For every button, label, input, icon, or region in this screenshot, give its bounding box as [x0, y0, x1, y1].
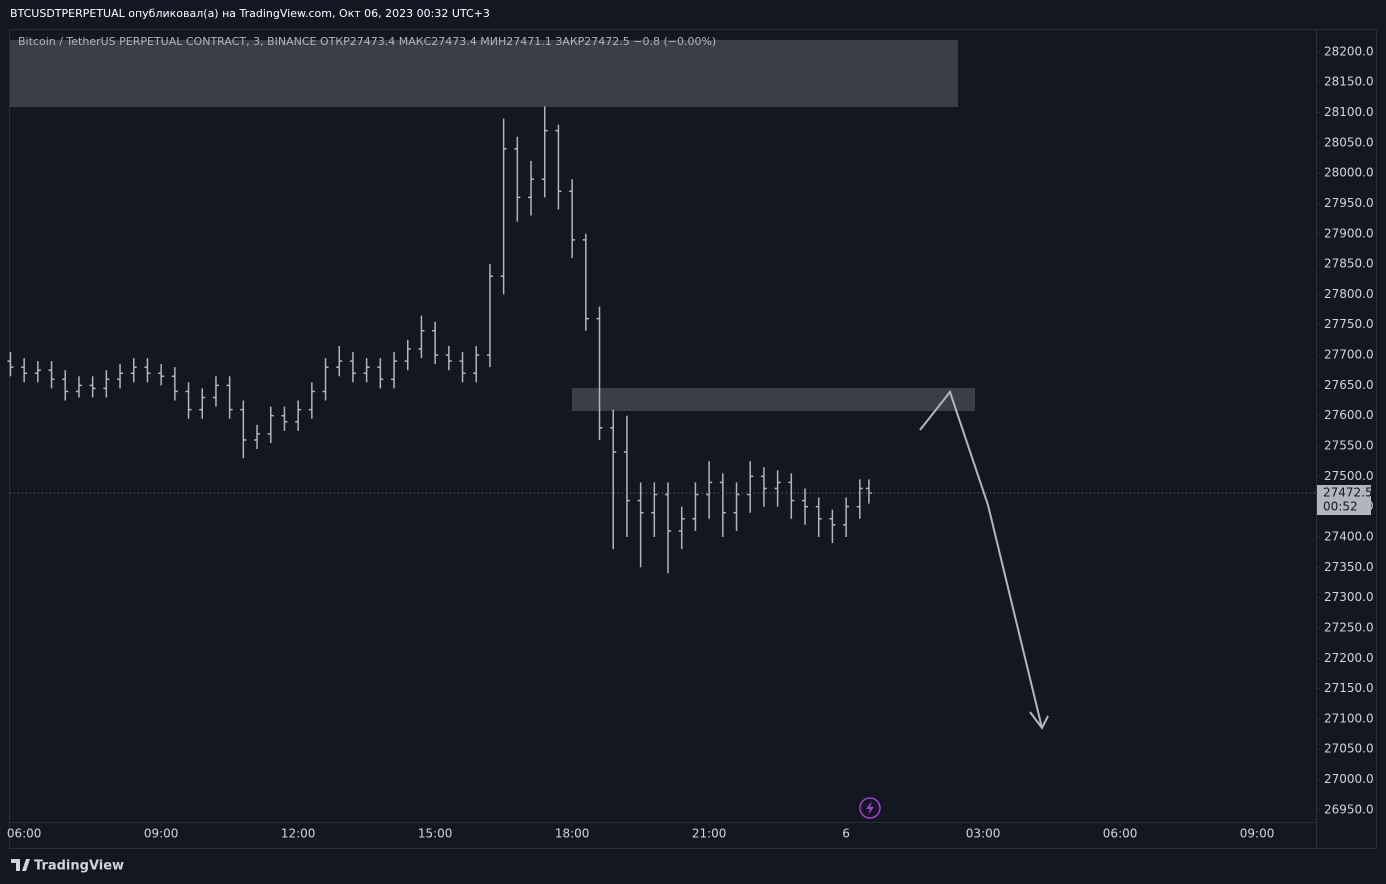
y-tick-label: 27050.0: [1324, 742, 1374, 756]
x-tick-label: 03:00: [966, 827, 1001, 841]
projection-arrow: [919, 389, 1043, 729]
y-tick-label: 27300.0: [1324, 590, 1374, 604]
last-price-box: [1317, 485, 1371, 516]
y-tick-label: 27800.0: [1324, 287, 1374, 301]
y-tick-label: 27700.0: [1324, 348, 1374, 362]
x-tick-label: 09:00: [1240, 827, 1275, 841]
y-tick-label: 27250.0: [1324, 620, 1374, 634]
y-tick-label: 28200.0: [1324, 44, 1374, 58]
y-tick-label: 27500.0: [1324, 469, 1374, 483]
last-price-label: 27472.5: [1323, 486, 1373, 500]
header: BTCUSDTPERPETUAL опубликовал(а) на Tradi…: [10, 7, 490, 20]
zone: [10, 40, 958, 107]
y-tick-label: 27100.0: [1324, 711, 1374, 725]
y-tick-label: 28150.0: [1324, 75, 1374, 89]
y-tick-label: 27900.0: [1324, 226, 1374, 240]
y-tick-label: 26950.0: [1324, 802, 1374, 816]
logo-mark: [11, 859, 30, 871]
footer-logo: TradingView: [34, 859, 124, 874]
x-tick-label: 21:00: [692, 827, 727, 841]
y-tick-label: 28100.0: [1324, 105, 1374, 119]
y-tick-label: 27350.0: [1324, 560, 1374, 574]
event-icon-bolt: [866, 801, 874, 815]
x-tick-label: 09:00: [144, 827, 179, 841]
y-tick-label: 28050.0: [1324, 135, 1374, 149]
x-tick-label: 15:00: [418, 827, 453, 841]
zone: [572, 388, 975, 411]
y-tick-label: 27750.0: [1324, 317, 1374, 331]
y-tick-label: 27650.0: [1324, 378, 1374, 392]
y-tick-label: 27200.0: [1324, 651, 1374, 665]
y-tick-label: 28000.0: [1324, 166, 1374, 180]
y-tick-label: 27000.0: [1324, 772, 1374, 786]
y-tick-label: 27400.0: [1324, 529, 1374, 543]
legend: Bitcoin / TetherUS PERPETUAL CONTRACT, 3…: [18, 35, 716, 48]
x-tick-label: 06:00: [1103, 827, 1138, 841]
plot: [7, 106, 872, 574]
x-tick-label: 18:00: [555, 827, 590, 841]
arrow-head: [1029, 711, 1049, 730]
y-tick-label: 27950.0: [1324, 196, 1374, 210]
x-tick-label: 6: [842, 827, 850, 841]
frame: [9, 29, 1377, 849]
y-tick-label: 27550.0: [1324, 439, 1374, 453]
x-tick-label: 06:00: [7, 827, 42, 841]
y-tick-label: 27600.0: [1324, 408, 1374, 422]
y-tick-label: 27150.0: [1324, 681, 1374, 695]
x-tick-label: 12:00: [281, 827, 316, 841]
y-tick-label: 27850.0: [1324, 257, 1374, 271]
countdown-label: 00:52: [1323, 500, 1358, 514]
